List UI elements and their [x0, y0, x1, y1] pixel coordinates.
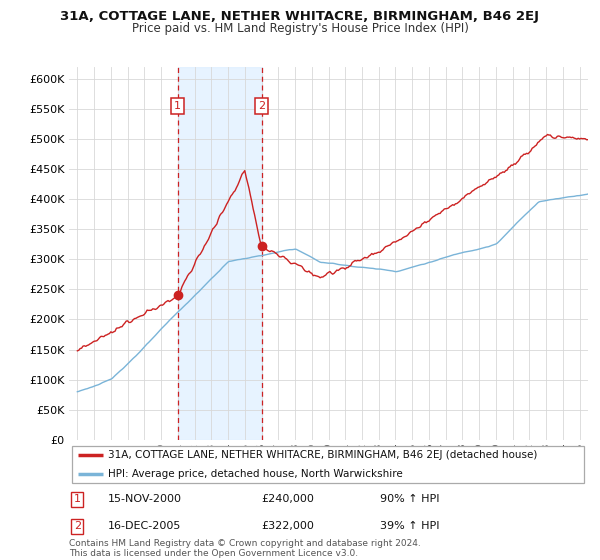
Text: 2: 2	[258, 101, 265, 111]
Text: 16-DEC-2005: 16-DEC-2005	[108, 521, 181, 531]
Text: 31A, COTTAGE LANE, NETHER WHITACRE, BIRMINGHAM, B46 2EJ (detached house): 31A, COTTAGE LANE, NETHER WHITACRE, BIRM…	[108, 450, 538, 460]
Text: Price paid vs. HM Land Registry's House Price Index (HPI): Price paid vs. HM Land Registry's House …	[131, 22, 469, 35]
Text: 31A, COTTAGE LANE, NETHER WHITACRE, BIRMINGHAM, B46 2EJ: 31A, COTTAGE LANE, NETHER WHITACRE, BIRM…	[61, 10, 539, 23]
Text: 1: 1	[74, 494, 81, 504]
Text: 2: 2	[74, 521, 81, 531]
Text: HPI: Average price, detached house, North Warwickshire: HPI: Average price, detached house, Nort…	[108, 469, 403, 479]
Bar	[178, 67, 262, 440]
Text: £322,000: £322,000	[261, 521, 314, 531]
Text: 39% ↑ HPI: 39% ↑ HPI	[380, 521, 440, 531]
Text: Contains HM Land Registry data © Crown copyright and database right 2024.
This d: Contains HM Land Registry data © Crown c…	[69, 539, 421, 558]
Text: 15-NOV-2000: 15-NOV-2000	[108, 494, 182, 504]
Text: 90% ↑ HPI: 90% ↑ HPI	[380, 494, 440, 504]
Text: 1: 1	[175, 101, 181, 111]
Text: £240,000: £240,000	[261, 494, 314, 504]
FancyBboxPatch shape	[71, 446, 584, 483]
